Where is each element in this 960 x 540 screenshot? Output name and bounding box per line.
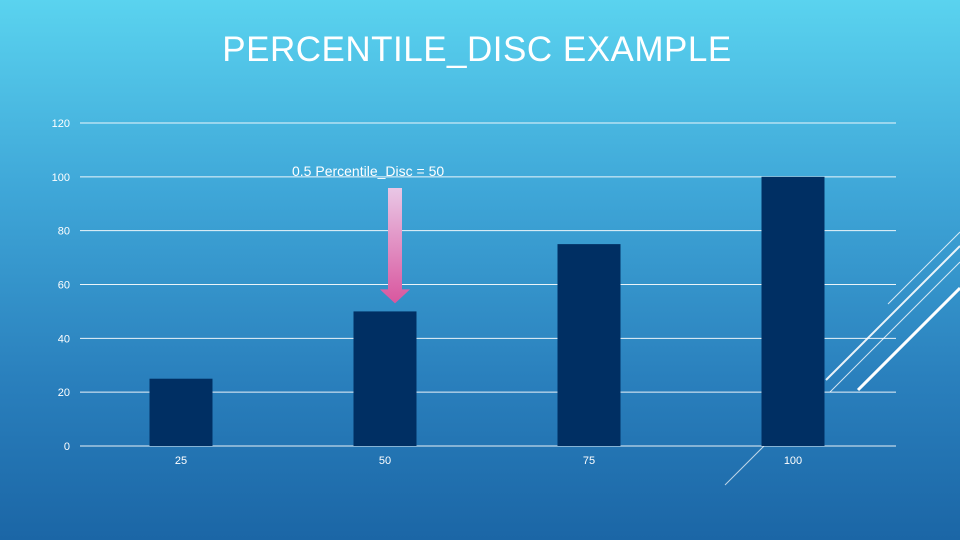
y-tick-label: 120 [52,118,70,130]
decorative-lines [724,231,960,486]
y-tick-label: 80 [58,226,70,238]
x-tick-label: 50 [379,455,391,467]
y-tick-label: 40 [58,333,70,345]
decor-line [825,245,960,381]
decor-line [887,231,960,305]
slide-title: PERCENTILE_DISC EXAMPLE [222,30,732,69]
y-tick-label: 0 [64,441,70,453]
y-tick-label: 100 [52,172,70,184]
bar [353,311,417,446]
y-tick-label: 60 [58,280,70,292]
annotation-text: 0.5 Percentile_Disc = 50 [292,163,444,179]
x-tick-label: 25 [175,455,187,467]
x-tick-label: 100 [784,455,802,467]
bar [557,244,621,446]
x-tick-label: 75 [583,455,595,467]
bar [761,176,825,447]
y-tick-label: 20 [58,387,70,399]
decor-line [856,286,960,392]
decor-line [829,261,960,393]
decor-line [724,439,771,486]
annotation-arrow [380,188,410,304]
bar [149,378,213,446]
